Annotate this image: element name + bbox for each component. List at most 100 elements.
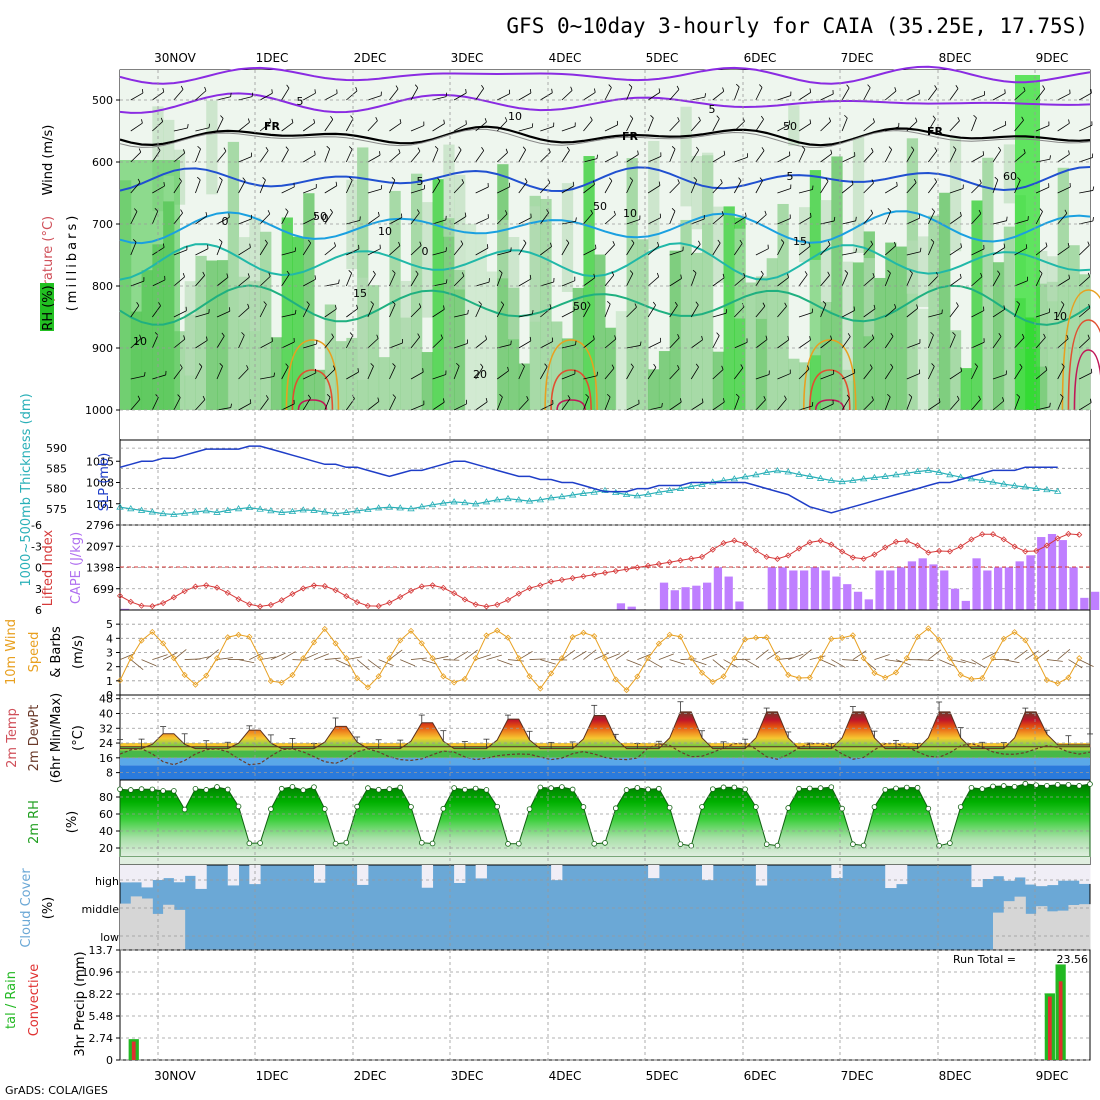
wind-barb (173, 249, 188, 256)
wind-barb-flag (414, 84, 419, 89)
wind-barb-flag (760, 270, 764, 275)
wind-barb (302, 122, 315, 132)
wind-barb-flag (960, 367, 963, 372)
wind-barb (884, 210, 892, 225)
thickness-point (493, 496, 501, 503)
wind-barb (238, 402, 252, 411)
isotherm-15 (119, 242, 1091, 281)
wind-point (537, 685, 544, 692)
wind-barb (173, 181, 182, 194)
cloud-ylabel-b: (%) (41, 897, 56, 920)
wind-barb (281, 403, 295, 411)
wind-barb (238, 307, 250, 318)
y-tick-label: 5 (106, 618, 113, 631)
rh-point (397, 784, 404, 791)
rh-patch (421, 202, 434, 318)
rh-column (928, 215, 940, 410)
wind-barb (475, 339, 487, 349)
rh-point (429, 840, 436, 847)
rh-point (742, 786, 748, 793)
wind-barb-flag (357, 368, 359, 373)
rh-point (1065, 782, 1072, 788)
top-date-axis: 30NOV 1DEC 2DEC 3DEC 4DEC 5DEC 6DEC 7DEC 8DEC 9DE… (154, 51, 1068, 65)
rh-column (281, 217, 293, 410)
wind-barb (540, 281, 554, 287)
wind-barb (389, 304, 396, 318)
wind-barb (669, 250, 684, 256)
wind-barb (755, 150, 765, 163)
cape-bars (121, 533, 1100, 610)
rh-patch (346, 179, 358, 270)
wind-barb (475, 217, 489, 225)
rh-point (1011, 783, 1018, 790)
high-cloud-gap (702, 865, 714, 881)
surface-barb (626, 659, 642, 666)
wind-barb (303, 92, 316, 101)
wind-barb (389, 342, 403, 349)
wind-barb-flag (870, 240, 874, 245)
wind-barb (583, 158, 598, 163)
rh-point (925, 805, 932, 812)
li-point (742, 540, 749, 547)
cape-tick: 2796 (86, 519, 114, 532)
wind-barb-flag (613, 210, 616, 215)
wind-barb-flag (242, 177, 246, 181)
wind-barb (734, 306, 745, 318)
surface-barb (1046, 659, 1063, 662)
wind-barb (346, 308, 358, 318)
wind-point (709, 678, 716, 685)
wind-barb-flag (916, 304, 919, 309)
wind-barb (734, 341, 748, 349)
li-point (267, 601, 274, 608)
chart-title: GFS 0~10day 3-hourly for CAIA (35.25E, 1… (506, 14, 1088, 38)
wind-barb-flag (677, 364, 680, 369)
cape-bar (681, 587, 690, 610)
wind-barb (1079, 402, 1092, 411)
cape-tick: 2097 (86, 540, 114, 553)
rh-patch (443, 144, 455, 237)
rh-patch (152, 106, 164, 212)
wind-grid (120, 610, 1090, 696)
rh-patch (1036, 250, 1048, 367)
wind-barb-flag (855, 216, 857, 221)
wind-point (645, 655, 652, 662)
wind-barb-flag (182, 273, 185, 278)
li-point (472, 601, 479, 608)
wind-barb (626, 306, 637, 318)
wind-barb (906, 149, 915, 163)
wind-point (429, 655, 436, 662)
surface-barb (540, 659, 556, 665)
thickness-point (870, 473, 879, 481)
wind-barb-flag (887, 269, 891, 274)
wind-barb-flag (521, 363, 525, 367)
wind-barb (561, 373, 576, 380)
thickness-point (795, 470, 803, 477)
wind-barb (755, 305, 766, 318)
temp-band (120, 765, 1090, 780)
rh-column (917, 308, 929, 410)
upper-ylabel-units: (millibars) (65, 213, 80, 312)
wind-barb-flag (505, 148, 508, 153)
wind-barb (1057, 122, 1070, 132)
rh-column (303, 193, 315, 410)
wind-barb-flag (1060, 301, 1065, 305)
wind-barb (195, 366, 203, 380)
high-cloud-gap (1025, 865, 1037, 885)
rh-point (1033, 782, 1039, 788)
surface-barb (205, 649, 219, 660)
contour-label: 50 (573, 300, 587, 313)
wind-point (1011, 629, 1018, 636)
wind-barb-flag (375, 116, 378, 121)
wind-barb-flag (653, 363, 657, 368)
thickness-point (579, 489, 588, 496)
wind-barb-flag (1092, 217, 1094, 222)
wind-barb (561, 280, 575, 287)
wind-barb (238, 96, 253, 101)
rh-column (561, 338, 574, 410)
wind-barb-flag (717, 239, 721, 244)
surface-barb (982, 651, 997, 660)
wind-barb (259, 92, 273, 101)
li-point (774, 555, 781, 563)
wind-barb (453, 149, 462, 163)
